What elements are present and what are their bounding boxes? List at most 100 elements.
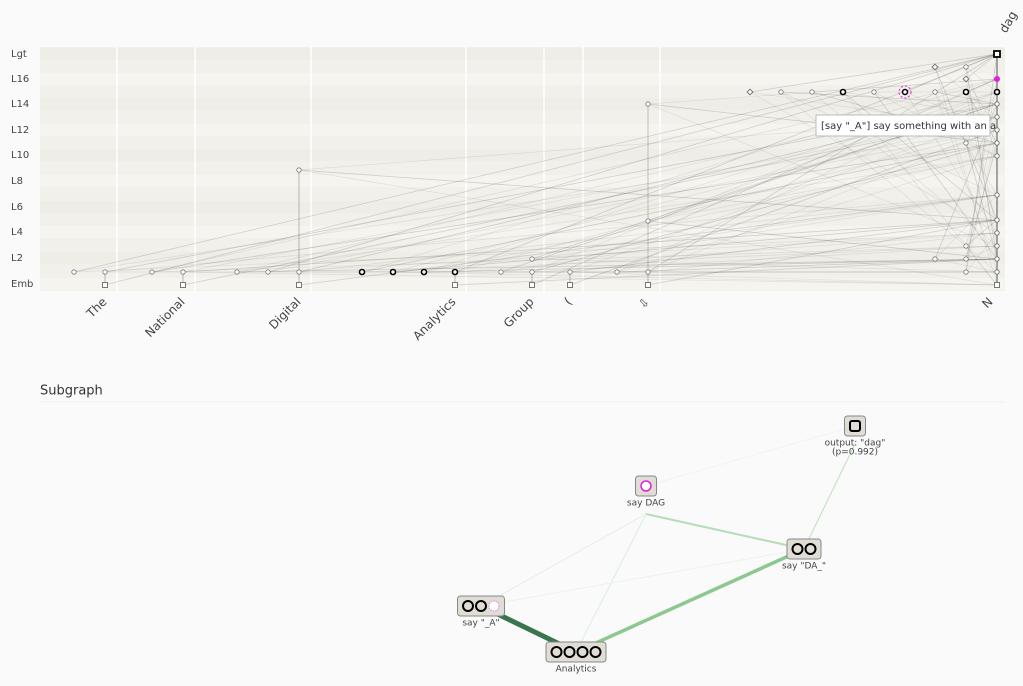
edge <box>965 219 998 247</box>
embedding-node <box>102 282 108 288</box>
edge <box>298 169 998 286</box>
edge <box>423 155 998 273</box>
edge <box>392 271 998 286</box>
edge <box>104 194 998 273</box>
edge <box>182 116 998 286</box>
edge <box>965 78 998 93</box>
edge <box>934 66 998 286</box>
feature-node <box>149 269 155 275</box>
subgraph-node-detail: (p=0.992) <box>832 448 878 458</box>
edge <box>151 78 998 273</box>
subgraph-node-label: say "DA_" <box>782 562 826 572</box>
feature-node <box>180 269 186 275</box>
token-label: Digital <box>266 295 303 332</box>
edge <box>965 219 998 247</box>
edge <box>934 194 998 260</box>
output-node <box>993 88 1001 96</box>
edge <box>454 258 998 286</box>
output-node <box>994 230 1000 236</box>
output-node <box>994 114 1000 120</box>
edge <box>454 129 998 273</box>
feature-node <box>567 269 573 275</box>
feature-node <box>963 64 969 70</box>
edge <box>965 78 998 234</box>
edge <box>361 142 998 273</box>
subgraph-edge <box>645 513 805 550</box>
embedding-node <box>529 282 535 288</box>
edge <box>531 245 998 273</box>
edge <box>569 219 998 273</box>
subgraph-node <box>844 415 866 437</box>
subgraph-node-label: output: "dag" <box>825 439 886 449</box>
output-node <box>994 192 1000 198</box>
edge <box>965 78 998 131</box>
feature-node <box>898 85 912 99</box>
layer-band <box>40 226 1005 238</box>
subgraph-edge <box>574 547 806 654</box>
feature-icon <box>640 480 652 492</box>
edge <box>842 91 998 221</box>
edge <box>965 245 998 260</box>
edge <box>182 219 998 273</box>
edge <box>965 53 998 80</box>
edge <box>182 116 998 273</box>
edge <box>569 219 998 273</box>
edge <box>531 194 998 260</box>
edge <box>423 258 998 273</box>
feature-node <box>931 63 939 71</box>
feature-node <box>962 88 970 96</box>
edge <box>647 220 998 260</box>
feature-node <box>296 167 302 173</box>
edge <box>780 91 998 196</box>
layer-label: Emb <box>11 279 33 290</box>
edge <box>298 194 998 273</box>
feature-node <box>296 269 302 275</box>
edge <box>392 116 998 273</box>
subgraph-node <box>545 641 607 663</box>
layer-band <box>40 48 1005 60</box>
feature-node <box>265 269 271 275</box>
feature-node <box>529 256 535 262</box>
feature-icon <box>563 646 576 658</box>
edge <box>965 245 998 286</box>
edge <box>647 53 998 273</box>
edge <box>616 155 998 273</box>
feature-node <box>963 269 969 275</box>
edge <box>151 142 998 273</box>
edge <box>965 142 998 260</box>
feature-node <box>932 256 938 262</box>
embedding-node <box>567 282 573 288</box>
edge <box>780 91 998 105</box>
edge <box>965 142 998 260</box>
feature-icon <box>589 646 602 658</box>
feature-icon <box>804 543 817 555</box>
output-node <box>993 50 1001 58</box>
output-node <box>994 140 1000 146</box>
layer-band <box>40 98 1005 110</box>
output-node <box>994 217 1000 223</box>
edge <box>531 142 998 273</box>
tooltip-box <box>815 114 991 137</box>
edge <box>236 155 998 273</box>
edge <box>182 271 998 286</box>
edge <box>531 78 998 286</box>
edge <box>965 66 998 260</box>
tooltip-text: [say "_A"] say something with an a <box>821 121 996 132</box>
output-node <box>994 256 1000 262</box>
edge <box>647 78 998 105</box>
output-node <box>994 269 1000 275</box>
feature-node <box>529 269 535 275</box>
embedding-node <box>645 282 651 288</box>
edge <box>965 116 998 247</box>
layer-label: L6 <box>11 202 23 213</box>
token-label: Group <box>501 295 537 331</box>
edge <box>361 245 998 273</box>
layer-label: L14 <box>11 99 29 110</box>
edge <box>267 232 998 273</box>
edge <box>423 258 998 273</box>
layer-band <box>40 175 1005 187</box>
edge <box>454 232 998 273</box>
edge <box>500 194 998 273</box>
edge <box>647 103 998 247</box>
